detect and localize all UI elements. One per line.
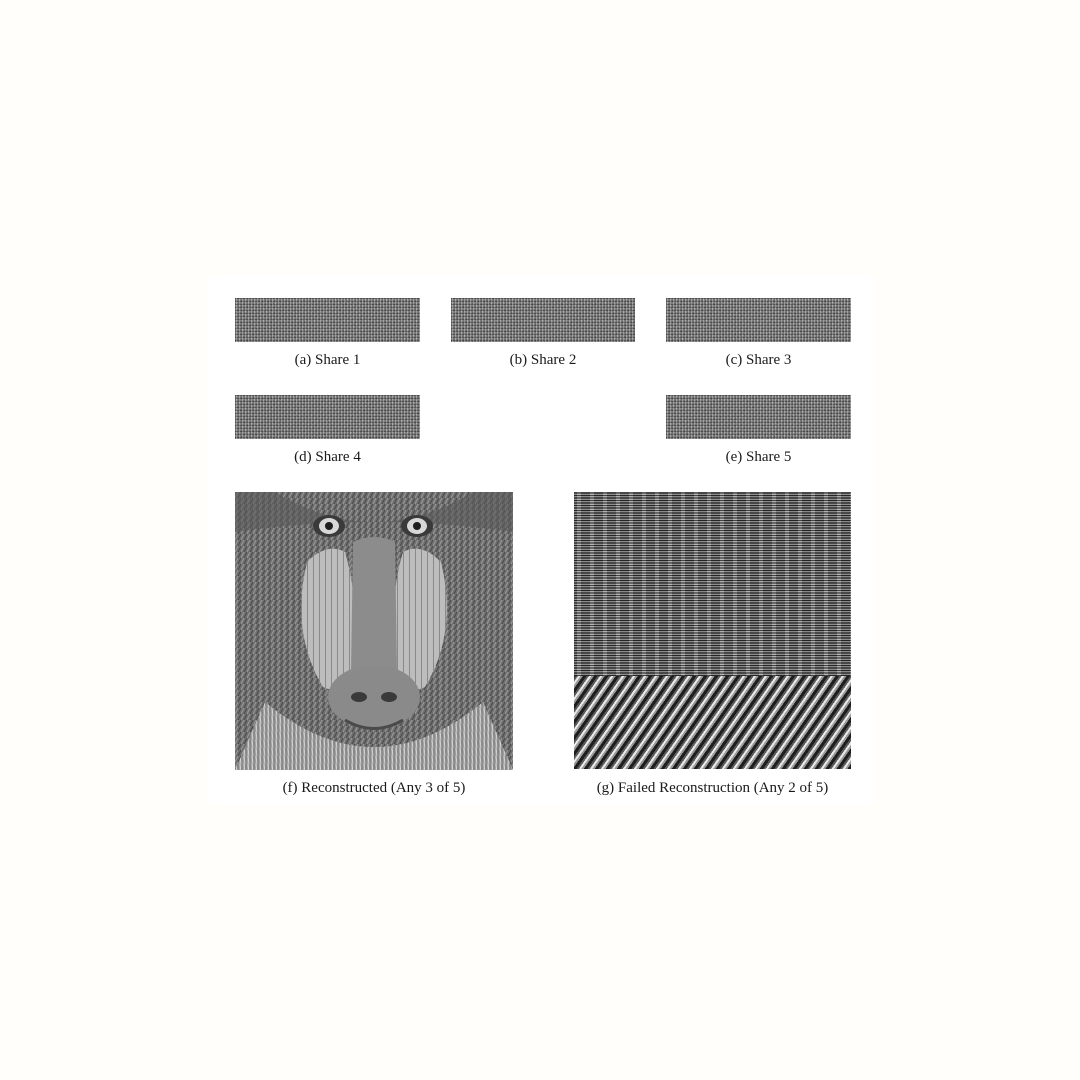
failed-reconstruction-image (574, 492, 851, 769)
caption-failed-reconstruction: (g) Failed Reconstruction (Any 2 of 5) (596, 780, 829, 796)
failed-noise-region (574, 492, 851, 676)
caption-share-2: (b) Share 2 (509, 352, 577, 368)
figure: (a) Share 1 (b) Share 2 (c) Share 3 (d) … (209, 276, 871, 804)
caption-share-4: (d) Share 4 (294, 449, 361, 465)
caption-reconstructed: (f) Reconstructed (Any 3 of 5) (282, 780, 466, 796)
share-2-image (451, 298, 635, 342)
share-3-image (666, 298, 851, 342)
caption-share-3: (c) Share 3 (725, 352, 792, 368)
share-5-image (666, 395, 851, 439)
share-1-image (235, 298, 420, 342)
failed-stripe-region (574, 676, 851, 769)
caption-share-1: (a) Share 1 (294, 352, 361, 368)
mandrill-face-illustration (235, 492, 513, 770)
caption-share-5: (e) Share 5 (725, 449, 792, 465)
share-4-image (235, 395, 420, 439)
reconstructed-image (235, 492, 513, 770)
